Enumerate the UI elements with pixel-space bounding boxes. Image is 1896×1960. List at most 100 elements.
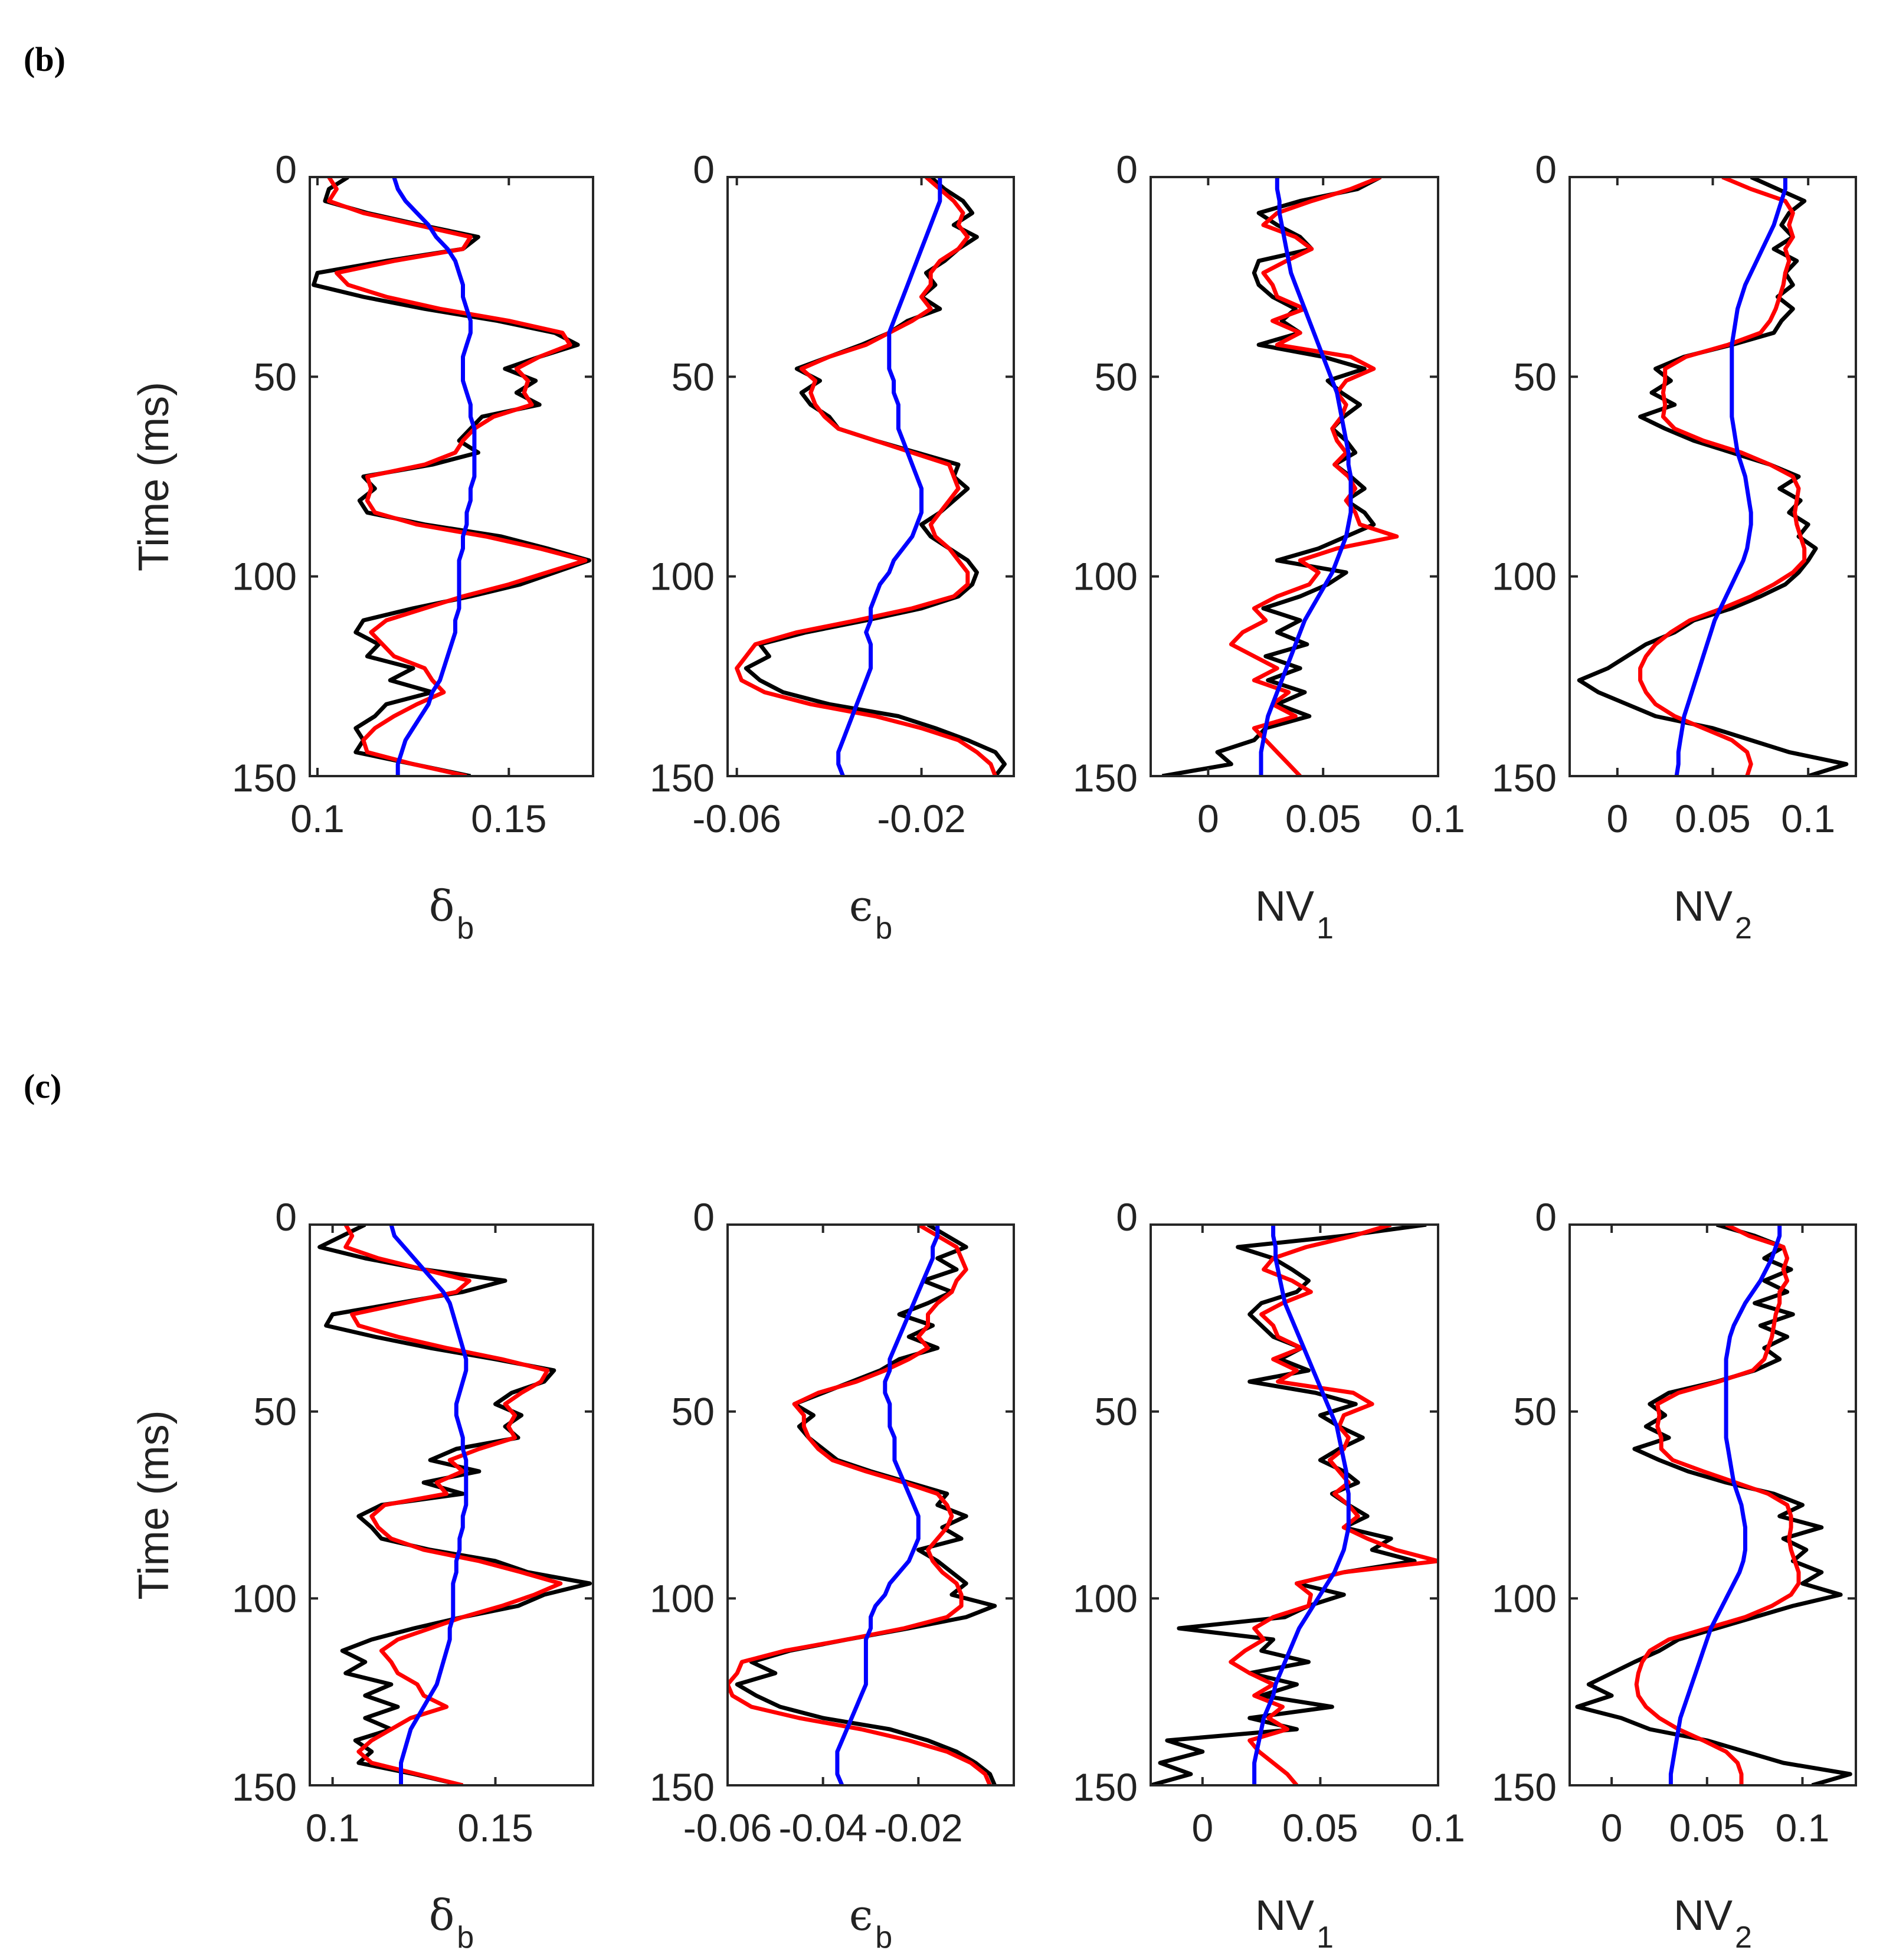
series-line-black [317, 1225, 592, 1785]
x-tick-label: 0.1 [1781, 797, 1835, 840]
series-line-black [1575, 1225, 1852, 1785]
x-tick-label: 0.05 [1282, 1806, 1358, 1850]
y-tick-label: 0 [1535, 1195, 1557, 1239]
series-line-blue [1259, 177, 1353, 776]
series-group [312, 177, 591, 776]
y-axis-label: Time (ms) [130, 1410, 178, 1599]
x-axis-label-subscript: b [457, 911, 474, 945]
panel-label: (b) [24, 40, 66, 78]
x-axis-label-subscript: b [875, 911, 892, 945]
y-tick-label: 100 [1073, 1576, 1138, 1620]
x-axis-label-subscript: 2 [1735, 911, 1752, 945]
x-axis-label-symbol: NV [1255, 1892, 1314, 1939]
series-line-black [744, 177, 1007, 776]
y-tick-label: 0 [1116, 1195, 1138, 1239]
y-tick-label: 0 [275, 1195, 297, 1239]
x-axis-label-symbol: ϵ [849, 1890, 873, 1940]
x-axis-label-symbol: NV [1255, 883, 1314, 930]
y-tick-label: 150 [1492, 756, 1557, 800]
y-tick-label: 50 [1514, 355, 1557, 398]
axes-box [1568, 176, 1857, 777]
x-axis-label-subscript: b [457, 1920, 474, 1955]
y-tick-label: 150 [232, 1765, 297, 1809]
y-tick-label: 0 [275, 148, 297, 191]
y-tick-label: 100 [1492, 1576, 1557, 1620]
x-axis-label-symbol: NV [1674, 883, 1733, 930]
y-tick-label: 150 [1073, 756, 1138, 800]
y-tick-label: 50 [254, 355, 297, 398]
series-line-blue [835, 1225, 940, 1785]
x-axis-label-subscript: 1 [1317, 1920, 1334, 1955]
x-axis-label: δb [429, 1890, 474, 1955]
y-tick-label: 100 [1073, 555, 1138, 598]
x-tick-label: 0 [1197, 797, 1219, 840]
x-tick-label: 0.15 [471, 797, 546, 840]
x-tick-label: -0.06 [692, 797, 781, 840]
series-group [1161, 177, 1399, 776]
axes-box [309, 1223, 594, 1786]
series-group [317, 1225, 592, 1785]
y-tick-label: 50 [1514, 1390, 1557, 1434]
series-line-black [312, 177, 591, 776]
x-tick-label: 0.15 [457, 1806, 533, 1850]
series-line-blue [392, 177, 477, 776]
series-line-blue [1668, 1225, 1782, 1785]
y-tick-label: 150 [1073, 1765, 1138, 1809]
series-group [728, 1225, 997, 1785]
subplot-3: 0 50 100 150 0 0.05 0.1 NV1 [1073, 148, 1465, 945]
series-line-blue [836, 177, 942, 776]
x-tick-label: 0.1 [1411, 1806, 1465, 1850]
series-line-blue [1252, 1225, 1351, 1785]
x-axis-label: NV1 [1255, 1892, 1334, 1955]
axes-box [309, 176, 594, 777]
series-line-black [1577, 177, 1849, 776]
x-axis-label-symbol: δ [429, 1890, 454, 1940]
axes-box [726, 1223, 1015, 1786]
y-tick-label: 150 [232, 756, 297, 800]
x-tick-label: -0.04 [778, 1806, 867, 1850]
y-tick-label: 150 [1492, 1765, 1557, 1809]
y-tick-label: 50 [1095, 355, 1138, 398]
series-group [1151, 1225, 1438, 1785]
series-group [1575, 1225, 1852, 1785]
y-tick-label: 100 [232, 555, 297, 598]
x-axis-label: ϵb [849, 881, 892, 945]
x-tick-label: 0.05 [1669, 1806, 1745, 1850]
y-tick-label: 100 [232, 1576, 297, 1620]
y-tick-label: 150 [650, 756, 715, 800]
series-line-red [1638, 177, 1807, 776]
y-tick-label: 100 [650, 1576, 715, 1620]
series-line-blue [389, 1225, 469, 1785]
y-tick-label: 100 [650, 555, 715, 598]
x-tick-label: -0.02 [874, 1806, 962, 1850]
y-tick-label: 50 [254, 1390, 297, 1434]
series-line-blue [1674, 177, 1787, 776]
series-line-red [1634, 1225, 1801, 1785]
x-tick-label: 0 [1191, 1806, 1213, 1850]
y-tick-label: 50 [672, 1390, 715, 1434]
x-axis-label-symbol: ϵ [849, 881, 873, 931]
subplot-4: 0 50 100 150 0 0.05 0.1 NV2 [1492, 1195, 1857, 1955]
series-group [1577, 177, 1849, 776]
x-axis-label: NV1 [1255, 883, 1334, 945]
x-tick-label: 0.1 [290, 797, 345, 840]
x-axis-label-symbol: δ [429, 881, 454, 931]
x-tick-label: -0.06 [683, 1806, 772, 1850]
x-tick-label: 0 [1601, 1806, 1623, 1850]
x-tick-label: -0.02 [877, 797, 965, 840]
x-axis-label: NV2 [1674, 1892, 1752, 1955]
x-tick-label: 0 [1606, 797, 1628, 840]
y-tick-label: 50 [1095, 1390, 1138, 1434]
series-line-red [728, 1225, 992, 1785]
x-tick-label: 0.1 [1411, 797, 1465, 840]
x-tick-label: 0.1 [1776, 1806, 1830, 1850]
axes-box [1568, 1223, 1857, 1786]
x-tick-label: 0.05 [1675, 797, 1750, 840]
subplot-3: 0 50 100 150 0 0.05 0.1 NV1 [1073, 1195, 1465, 1955]
